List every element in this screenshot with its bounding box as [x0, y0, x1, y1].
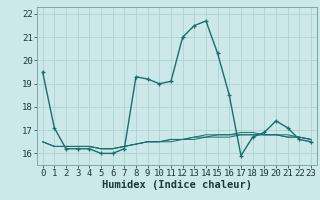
X-axis label: Humidex (Indice chaleur): Humidex (Indice chaleur) [102, 180, 252, 190]
